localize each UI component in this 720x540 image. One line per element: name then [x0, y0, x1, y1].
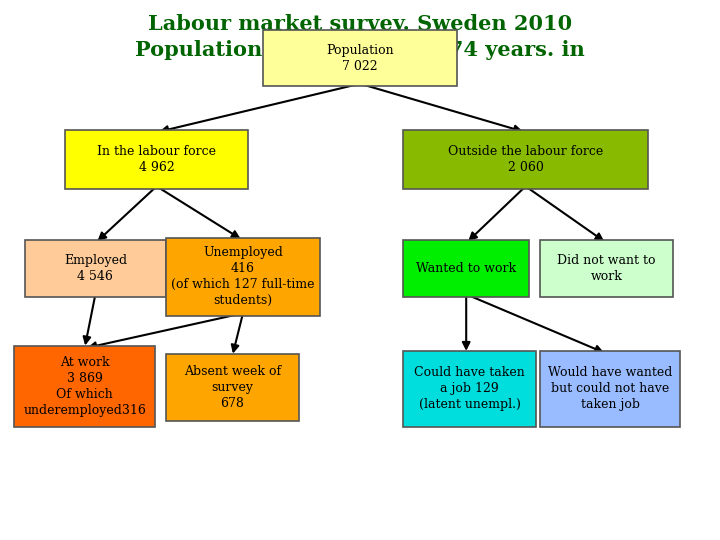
Text: Wanted to work: Wanted to work: [416, 262, 516, 275]
Text: Population
7 022: Population 7 022: [326, 44, 394, 72]
Text: Did not want to
work: Did not want to work: [557, 254, 656, 283]
Text: Could have taken
a job 129
(latent unempl.): Could have taken a job 129 (latent unemp…: [415, 366, 525, 411]
FancyBboxPatch shape: [65, 130, 248, 189]
Text: Unemployed
416
(of which 127 full-time
students): Unemployed 416 (of which 127 full-time s…: [171, 246, 315, 307]
FancyBboxPatch shape: [540, 240, 673, 297]
FancyBboxPatch shape: [25, 240, 166, 297]
Text: In the labour force
4 962: In the labour force 4 962: [97, 145, 216, 174]
Text: Absent week of
survey
678: Absent week of survey 678: [184, 365, 281, 410]
Text: At work
3 869
Of which
underemployed316: At work 3 869 Of which underemployed316: [23, 356, 146, 416]
FancyBboxPatch shape: [403, 130, 648, 189]
Text: Labour market survey. Sweden 2010
Population in age span 15-74 years. in
thousan: Labour market survey. Sweden 2010 Popula…: [135, 14, 585, 86]
FancyBboxPatch shape: [14, 346, 155, 427]
FancyBboxPatch shape: [403, 351, 536, 427]
Text: Outside the labour force
2 060: Outside the labour force 2 060: [448, 145, 603, 174]
Text: Would have wanted
but could not have
taken job: Would have wanted but could not have tak…: [548, 366, 672, 411]
Text: Employed
4 546: Employed 4 546: [64, 254, 127, 283]
FancyBboxPatch shape: [166, 354, 299, 421]
FancyBboxPatch shape: [263, 30, 457, 86]
FancyBboxPatch shape: [403, 240, 529, 297]
FancyBboxPatch shape: [166, 238, 320, 316]
FancyBboxPatch shape: [540, 351, 680, 427]
